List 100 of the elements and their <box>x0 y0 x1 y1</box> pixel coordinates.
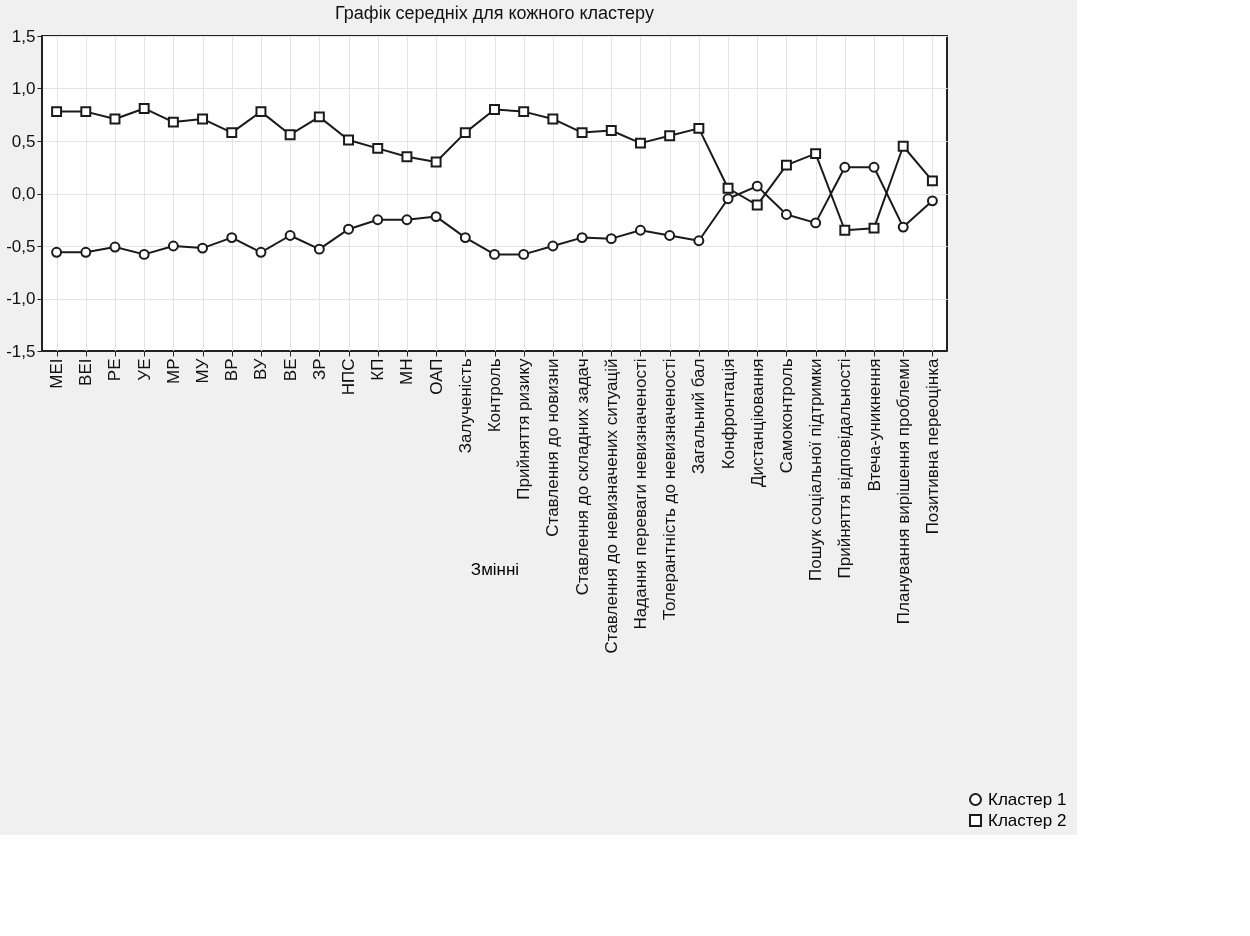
point <box>255 246 267 258</box>
point <box>313 111 325 123</box>
point <box>605 233 617 245</box>
point <box>80 246 92 258</box>
point <box>313 243 325 255</box>
x-tick-label: МР <box>163 358 183 384</box>
x-tick-label: МУ <box>193 358 213 384</box>
x-tick-label: Контроль <box>485 358 504 433</box>
point <box>372 214 384 226</box>
y-tick-label: -1,0 <box>6 289 36 308</box>
x-tick-label: УЕ <box>134 358 154 381</box>
x-tick-label: Дистанціювання <box>747 358 767 487</box>
x-tick-label: РЕ <box>105 358 125 382</box>
point <box>459 127 471 139</box>
point <box>372 142 384 154</box>
point <box>167 240 179 252</box>
x-tick-label: Втеча-уникнення <box>864 358 884 492</box>
point <box>635 137 646 149</box>
point <box>693 235 705 247</box>
point <box>284 230 296 241</box>
legend-label: Кластер 2 <box>988 810 1067 830</box>
point <box>284 129 296 141</box>
x-tick-label: Конфронтація <box>718 358 738 470</box>
x-tick-label: МЕІ <box>47 358 67 389</box>
chart-title: Графік середніх для кожного кластеру <box>335 3 654 23</box>
x-tick-label: Залученість <box>455 358 475 454</box>
point <box>722 193 734 205</box>
point <box>664 230 676 241</box>
point <box>401 214 413 226</box>
x-tick-label: Ставлення до складних задач <box>572 358 592 596</box>
x-tick-label: Позитивна переоцінка <box>922 357 942 535</box>
point <box>167 116 179 128</box>
x-tick-label: ОАП <box>426 358 446 395</box>
point <box>51 246 63 258</box>
x-tick-label: Надання переваги невизначеності <box>630 358 650 630</box>
x-tick-label: Ставлення до невизначених ситуацій <box>601 358 621 654</box>
point <box>576 127 588 139</box>
point <box>197 242 209 254</box>
point <box>751 199 763 211</box>
point <box>547 240 559 252</box>
point <box>576 232 588 244</box>
point <box>343 134 354 146</box>
point <box>518 248 530 260</box>
point <box>839 161 851 173</box>
point <box>547 113 559 125</box>
x-tick-label: НПС <box>339 358 359 396</box>
x-tick-label: Пошук соціальної підтримки <box>806 358 826 581</box>
point <box>810 217 822 229</box>
x-tick-label: Планування вирішення проблеми <box>893 358 913 625</box>
point <box>430 156 442 168</box>
x-tick-label: ВЕІ <box>76 358 96 386</box>
point <box>489 248 500 260</box>
point <box>489 104 500 115</box>
y-tick-label: -0,5 <box>6 236 36 256</box>
x-tick-label: Прийняття ризику <box>514 358 534 500</box>
point <box>605 125 617 136</box>
x-tick-label: ВУ <box>251 358 271 381</box>
point <box>868 161 880 173</box>
point <box>109 241 121 253</box>
point <box>430 211 442 223</box>
point <box>868 222 880 234</box>
x-tick-label: Толерантність до невизначеності <box>660 358 680 621</box>
x-tick-label: ВЕ <box>280 358 300 382</box>
point <box>80 106 92 118</box>
point <box>926 195 938 207</box>
y-tick-label: 0,0 <box>11 184 36 203</box>
point <box>751 180 763 192</box>
point <box>780 159 792 171</box>
point <box>780 209 792 220</box>
y-tick-label: 0,5 <box>11 131 36 151</box>
x-tick-label: Прийняття відповідальності <box>835 358 855 579</box>
point <box>664 130 676 142</box>
point <box>635 224 646 236</box>
point <box>839 224 851 236</box>
point <box>518 106 530 118</box>
point <box>926 175 938 187</box>
x-tick-label: ВР <box>222 358 242 382</box>
point <box>226 127 238 139</box>
point <box>810 148 822 160</box>
x-axis-title: Змінні <box>470 559 520 579</box>
x-tick-label: Самоконтроль <box>776 358 796 474</box>
y-tick-label: 1,5 <box>11 26 36 46</box>
point <box>401 151 413 163</box>
point <box>51 106 63 118</box>
x-tick-label: КП <box>368 358 388 381</box>
point <box>722 182 734 194</box>
x-tick-label: ЗР <box>309 358 329 381</box>
point <box>226 232 238 244</box>
x-tick-label: Ставлення до новизни <box>543 358 563 537</box>
y-tick-label: -1,5 <box>6 341 36 361</box>
point <box>459 232 471 244</box>
point <box>197 113 209 125</box>
y-tick-label: 1,0 <box>11 79 36 98</box>
point <box>897 221 909 233</box>
point <box>693 122 705 134</box>
point <box>897 140 909 152</box>
point <box>109 113 121 125</box>
point <box>138 102 150 114</box>
point <box>343 223 354 235</box>
x-tick-label: Загальний бал <box>689 358 709 475</box>
